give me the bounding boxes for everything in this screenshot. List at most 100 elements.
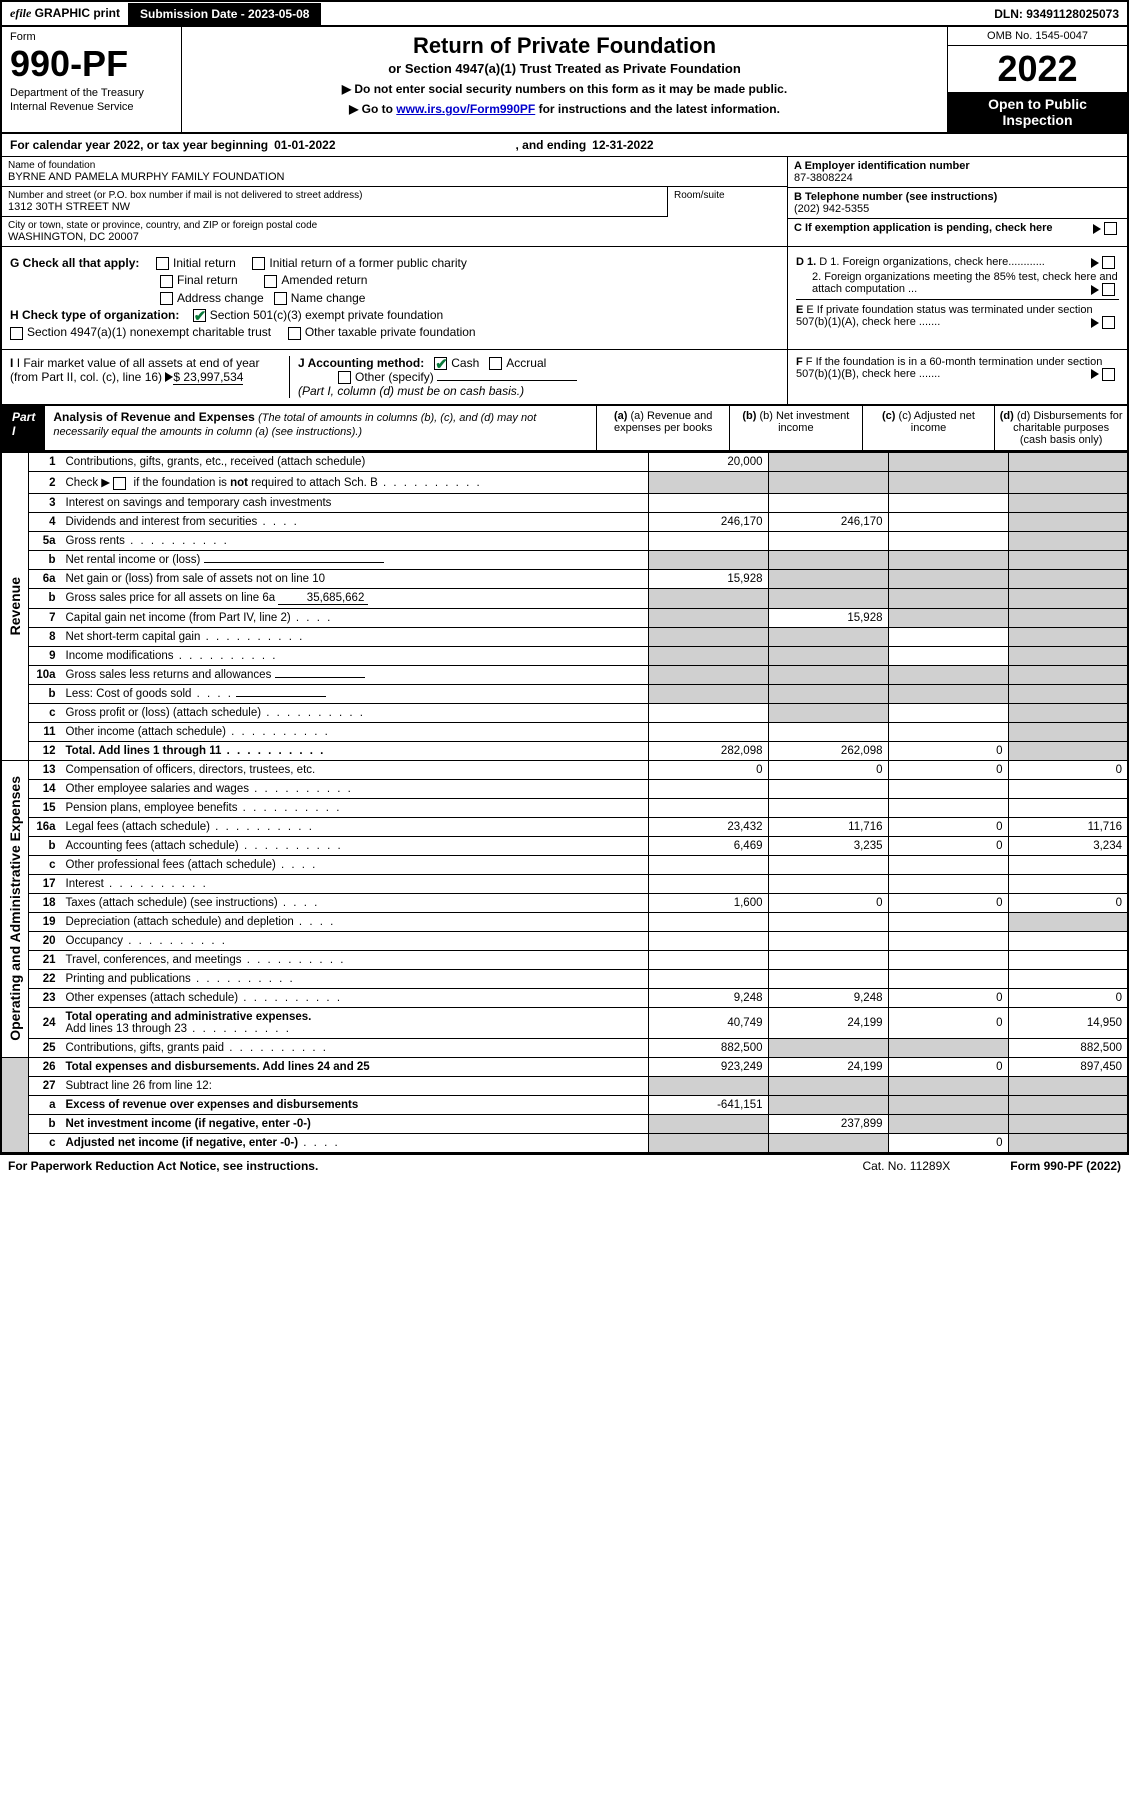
col-d-header: (d) (d) Disbursements for charitable pur… [994,406,1127,450]
col-c-header: (c) (c) Adjusted net income [862,406,995,450]
row-6a: 6aNet gain or (loss) from sale of assets… [1,569,1128,588]
line-d1: D 1. D 1. Foreign organizations, check h… [796,256,1119,268]
row-14: 14Other employee salaries and wages [1,779,1128,798]
checkbox-other-method[interactable] [338,371,351,384]
row-21: 21Travel, conferences, and meetings [1,950,1128,969]
irs-link[interactable]: www.irs.gov/Form990PF [396,102,535,116]
part1-table: Revenue 1Contributions, gifts, grants, e… [0,452,1129,1153]
checkbox-cash[interactable] [434,357,447,370]
row-10c: cGross profit or (loss) (attach schedule… [1,703,1128,722]
row-23: 23Other expenses (attach schedule)9,2489… [1,988,1128,1007]
revenue-side-label: Revenue [7,577,23,635]
row-25: 25Contributions, gifts, grants paid882,5… [1,1038,1128,1057]
top-bar: efile GRAPHIC print Submission Date - 20… [0,0,1129,27]
address-cell: Number and street (or P.O. box number if… [2,187,667,217]
row-8: 8Net short-term capital gain [1,627,1128,646]
checkbox-d1[interactable] [1102,256,1115,269]
room-suite-cell: Room/suite [667,187,787,217]
part1-label: Part I [2,406,45,450]
header-left: Form 990-PF Department of the Treasury I… [2,27,182,132]
arrow-icon [1091,258,1099,268]
ein-value: 87-3808224 [794,172,1121,184]
row-13: Operating and Administrative Expenses 13… [1,760,1128,779]
checkbox-amended[interactable] [264,275,277,288]
dept-treasury: Department of the Treasury [10,87,173,99]
form-number: 990-PF [10,43,173,85]
line-i: I I Fair market value of all assets at e… [10,356,290,399]
row-26: 26Total expenses and disbursements. Add … [1,1057,1128,1076]
checkbox-other-taxable[interactable] [288,327,301,340]
foundation-name-cell: Name of foundation BYRNE AND PAMELA MURP… [2,157,787,187]
row-5b: bNet rental income or (loss) [1,550,1128,569]
checkbox-e[interactable] [1102,316,1115,329]
row-27c: cAdjusted net income (if negative, enter… [1,1133,1128,1153]
year-end: 12-31-2022 [592,138,653,152]
line-e: E E If private foundation status was ter… [796,299,1119,328]
foundation-name: BYRNE AND PAMELA MURPHY FAMILY FOUNDATIO… [8,171,781,183]
row-27a: aExcess of revenue over expenses and dis… [1,1095,1128,1114]
checkbox-address-change[interactable] [160,292,173,305]
fmv-value: $ 23,997,534 [173,370,243,385]
arrow-icon [1093,224,1101,234]
checkbox-accrual[interactable] [489,357,502,370]
telephone-value: (202) 942-5355 [794,203,1121,215]
row-12: 12Total. Add lines 1 through 11282,09826… [1,741,1128,760]
row-6b: bGross sales price for all assets on lin… [1,588,1128,608]
row-3: 3Interest on savings and temporary cash … [1,493,1128,512]
year-end-label: , and ending [516,138,587,152]
ssn-note: ▶ Do not enter social security numbers o… [194,82,935,96]
row-19: 19Depreciation (attach schedule) and dep… [1,912,1128,931]
omb-number: OMB No. 1545-0047 [948,27,1127,46]
checkbox-initial-former[interactable] [252,257,265,270]
entity-info: Name of foundation BYRNE AND PAMELA MURP… [0,157,1129,247]
row-15: 15Pension plans, employee benefits [1,798,1128,817]
checkbox-4947[interactable] [10,327,23,340]
dept-irs: Internal Revenue Service [10,101,173,113]
row-27b: bNet investment income (if negative, ent… [1,1114,1128,1133]
part1-title: Analysis of Revenue and Expenses [53,410,254,424]
expenses-side-label: Operating and Administrative Expenses [7,776,23,1041]
row-7: 7Capital gain net income (from Part IV, … [1,608,1128,627]
tax-year: 2022 [948,46,1127,92]
catalog-number: Cat. No. 11289X [862,1159,950,1173]
checkbox-final-return[interactable] [160,275,173,288]
checkbox-initial-return[interactable] [156,257,169,270]
row-24: 24Total operating and administrative exp… [1,1007,1128,1038]
open-public: Open to Public Inspection [948,92,1127,132]
row-5a: 5aGross rents [1,531,1128,550]
checkbox-d2[interactable] [1102,283,1115,296]
telephone-cell: B Telephone number (see instructions) (2… [788,188,1127,219]
form-word: Form [10,31,173,43]
pra-notice: For Paperwork Reduction Act Notice, see … [8,1159,318,1173]
checkbox-name-change[interactable] [274,292,287,305]
row-11: 11Other income (attach schedule) [1,722,1128,741]
checkbox-sch-b[interactable] [113,477,126,490]
row-4: 4Dividends and interest from securities2… [1,512,1128,531]
row-18: 18Taxes (attach schedule) (see instructi… [1,893,1128,912]
row-16a: 16aLegal fees (attach schedule)23,43211,… [1,817,1128,836]
line-g: G Check all that apply: Initial return I… [10,256,779,270]
checkbox-f[interactable] [1102,368,1115,381]
row-20: 20Occupancy [1,931,1128,950]
arrow-icon [1091,369,1099,379]
row-9: 9Income modifications [1,646,1128,665]
row-17: 17Interest [1,874,1128,893]
arrow-icon [1091,285,1099,295]
city-state-zip: WASHINGTON, DC 20007 [8,231,781,243]
row-10a: 10aGross sales less returns and allowanc… [1,665,1128,684]
dln: DLN: 93491128025073 [986,3,1127,25]
line-d2: 2. Foreign organizations meeting the 85%… [796,271,1119,295]
line-f: F F If the foundation is in a 60-month t… [787,350,1127,405]
line-j: J Accounting method: Cash Accrual Other … [290,356,779,399]
checkbox-501c3[interactable] [193,309,206,322]
form-ref: Form 990-PF (2022) [1010,1159,1121,1173]
city-cell: City or town, state or province, country… [2,217,787,246]
ein-cell: A Employer identification number 87-3808… [788,157,1127,188]
col-b-header: (b) (b) Net investment income [729,406,862,450]
form-title: Return of Private Foundation [194,33,935,59]
checkbox-c[interactable] [1104,222,1117,235]
year-begin: 01-01-2022 [274,138,335,152]
row-16c: cOther professional fees (attach schedul… [1,855,1128,874]
submission-date: Submission Date - 2023-05-08 [128,3,321,25]
section-i-j-f: I I Fair market value of all assets at e… [0,350,1129,407]
